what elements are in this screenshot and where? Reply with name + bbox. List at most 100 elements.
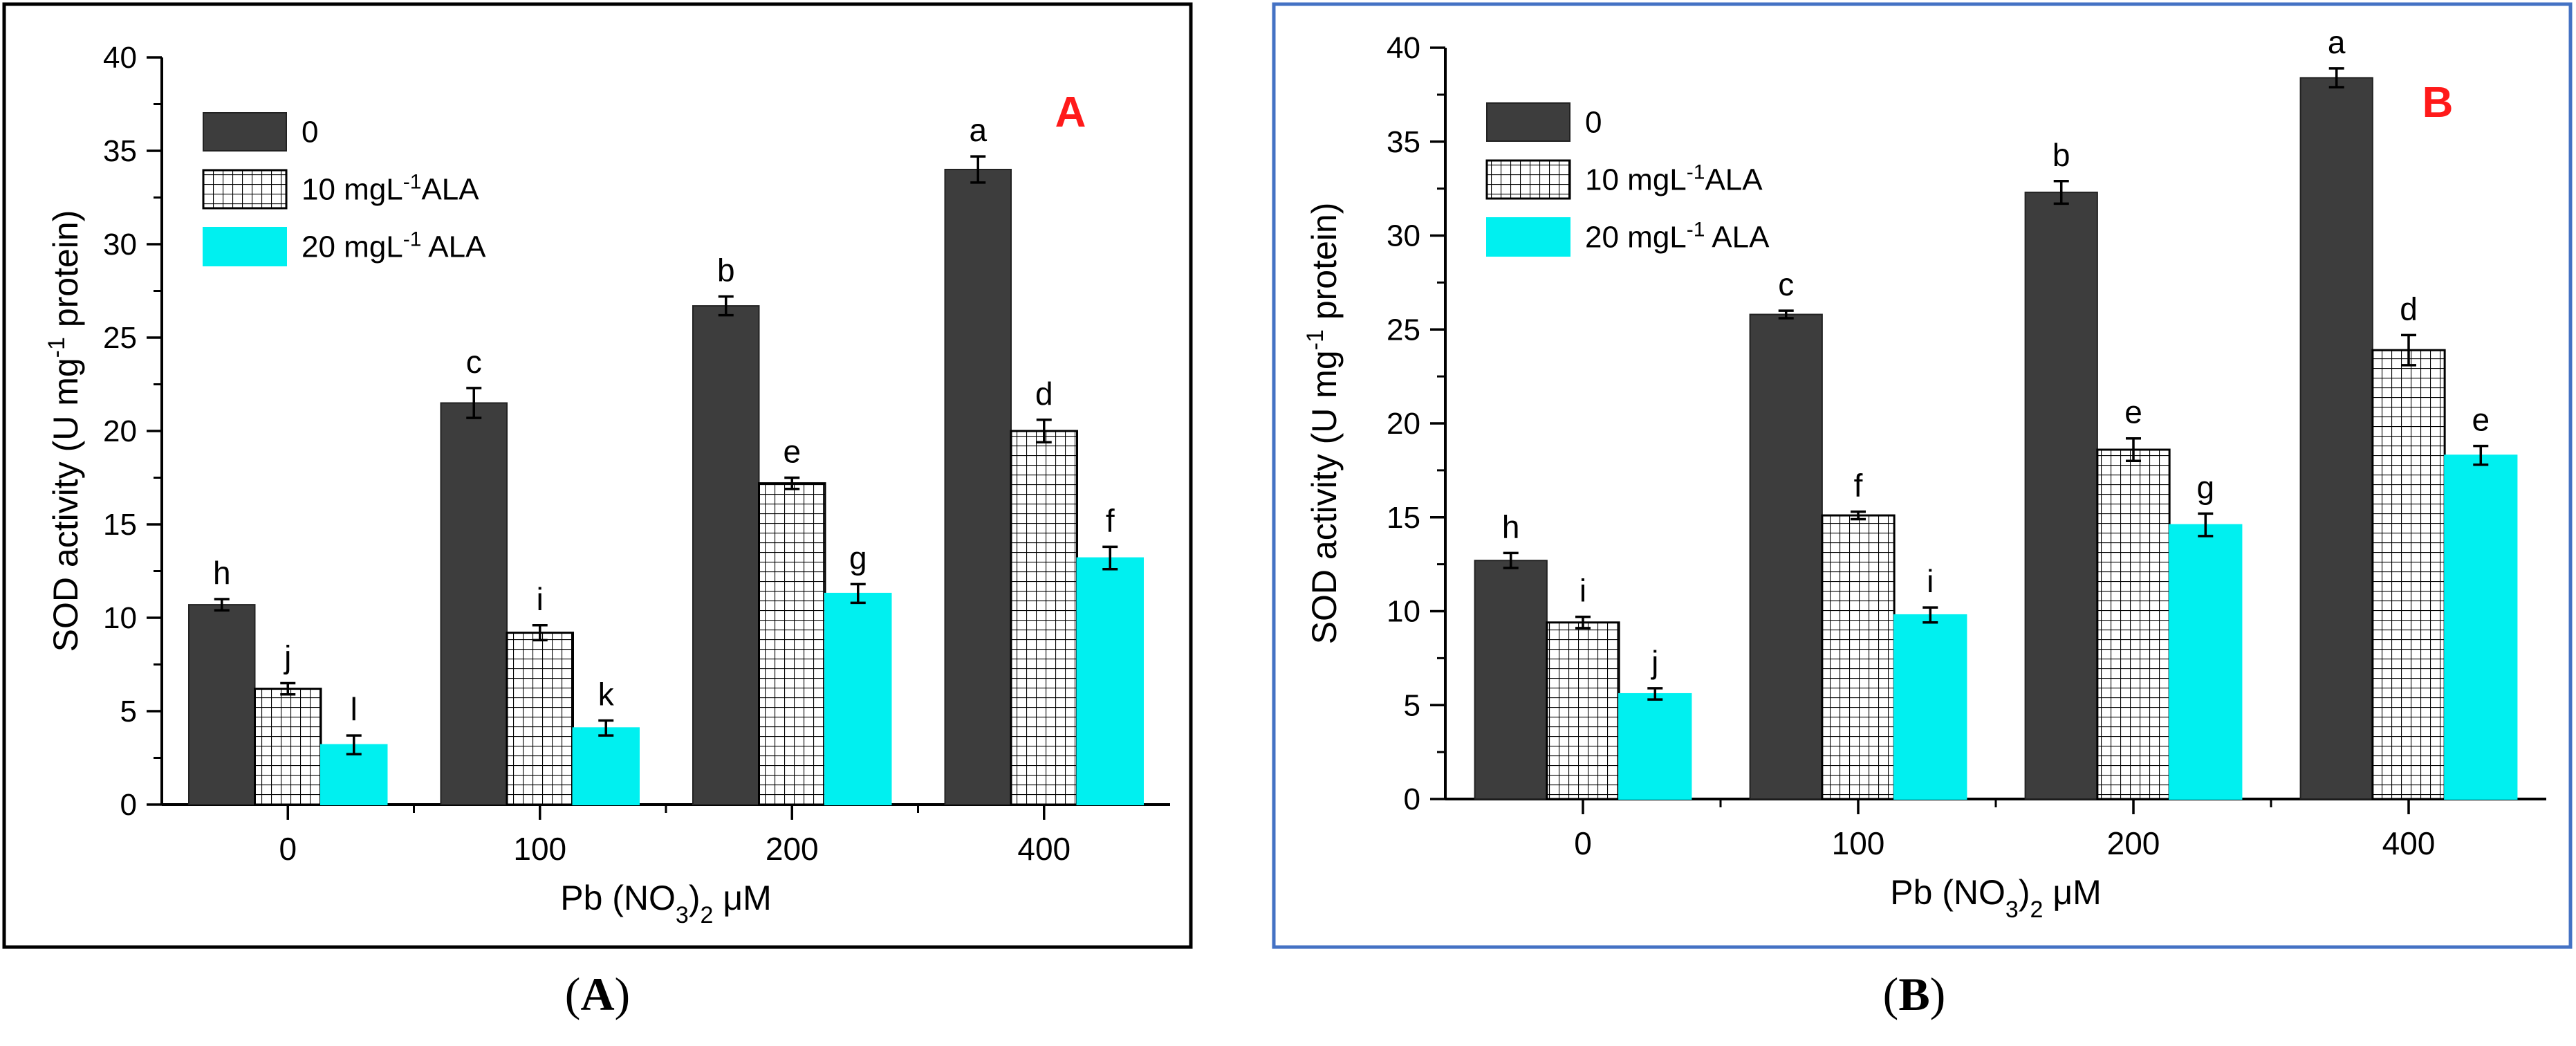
significance-letter: b [717,253,735,288]
x-axis-label-part: Pb (NO [1890,873,2005,912]
x-axis-label-part: 2 [701,902,714,928]
y-tick-label: 35 [1387,125,1420,159]
bar [1010,430,1078,806]
bar [1076,557,1144,805]
bar [1546,621,1620,800]
y-tick-label: 40 [103,41,137,75]
significance-letter: h [1502,508,1520,544]
significance-letter: c [466,344,482,380]
x-tick-label: 100 [513,831,566,867]
y-axis-label-part: SOD activity (U mg [1305,350,1344,644]
x-axis-label-part: ) [2019,873,2030,912]
bar [2299,77,2373,800]
panel-label: B [2422,79,2454,127]
significance-letter: d [2400,291,2418,327]
bar [2444,455,2518,800]
x-tick-label: 200 [2107,825,2160,861]
y-tick-label: 30 [103,228,137,262]
x-tick-label: 0 [279,831,297,867]
y-tick-label: 30 [1387,219,1420,253]
y-axis-label-part: SOD activity (U mg [46,358,85,652]
caption-a: (A) [565,968,630,1020]
y-axis-label-part: -1 [44,337,70,358]
x-tick-label: 400 [1017,831,1071,867]
x-axis-label: Pb (NO3)2 μM [1890,873,2102,923]
legend-label: 10 mgL-1ALA [302,170,479,207]
significance-letter: l [351,691,358,727]
x-axis-label-part: μM [713,879,771,917]
bar [188,604,256,805]
significance-letter: f [1106,502,1115,538]
x-axis-label-part: ) [689,879,701,917]
x-tick-label: 100 [1832,825,1885,861]
significance-letter: k [598,677,615,713]
y-axis-label-part: protein) [1305,203,1344,329]
caption-b: (B) [1883,968,1946,1020]
significance-letter: e [2124,394,2142,430]
y-tick-label: 35 [103,134,137,168]
x-axis-label-part: 3 [676,902,689,928]
bar [440,402,508,805]
legend-label: 20 mgL-1 ALA [1585,218,1770,255]
legend-label-part: 0 [1585,106,1602,140]
bar [758,482,826,806]
significance-letter: i [537,581,544,617]
y-axis-label-part: -1 [1302,329,1328,350]
legend-label-part: -1 [403,170,422,193]
x-tick-label: 200 [766,831,819,867]
y-tick-label: 10 [103,601,137,635]
y-tick-label: 5 [1404,688,1420,722]
legend-label-part: 10 mgL [302,173,403,207]
x-axis-label-part: μM [2043,873,2101,912]
y-tick-label: 15 [103,508,137,542]
panel-label: A [1055,89,1086,136]
bar [572,727,640,806]
legend-label-part: 0 [302,116,318,149]
legend-swatch [203,112,287,152]
y-tick-label: 0 [120,788,137,822]
y-tick-label: 20 [1387,407,1420,441]
y-tick-label: 15 [1387,501,1420,535]
bar [2096,448,2171,800]
x-axis-label-part: 3 [2005,897,2019,923]
y-axis-label: SOD activity (U mg-1 protein) [1302,203,1344,645]
bar [254,688,322,806]
legend-label-part: 10 mgL [1585,163,1687,197]
bar [2371,349,2446,800]
bar [824,592,892,806]
significance-letter: d [1035,376,1053,412]
bar [2024,192,2098,800]
significance-letter: c [1778,266,1794,302]
legend-label: 20 mgL-1 ALA [302,228,486,264]
bar [1618,692,1692,800]
significance-letter: g [849,540,867,576]
legend-label: 0 [302,116,318,149]
legend-swatch [203,227,287,266]
significance-letter: j [1650,644,1658,680]
significance-letter: i [1579,573,1586,609]
significance-letter: a [2328,24,2346,60]
x-tick-label: 0 [1574,825,1592,861]
legend-label-part: ALA [421,173,479,207]
y-tick-label: 25 [1387,313,1420,347]
panel-a-frame [2,2,1193,949]
y-tick-label: 25 [103,321,137,355]
legend-label-part: ALA [1705,163,1763,197]
significance-letter: f [1854,468,1863,504]
legend-label-part: 20 mgL [1585,221,1687,255]
legend-swatch [202,169,288,210]
bar [506,632,574,806]
significance-letter: i [1927,563,1934,599]
y-tick-label: 20 [103,414,137,448]
legend-label-part: 20 mgL [302,230,403,264]
legend-label-part: ALA [421,230,486,264]
y-tick-label: 40 [1387,31,1420,65]
x-axis-label-part: 2 [2030,897,2044,923]
bar [1821,514,1896,800]
y-tick-label: 0 [1404,782,1420,816]
bar [1893,614,1967,800]
bar [692,305,760,806]
